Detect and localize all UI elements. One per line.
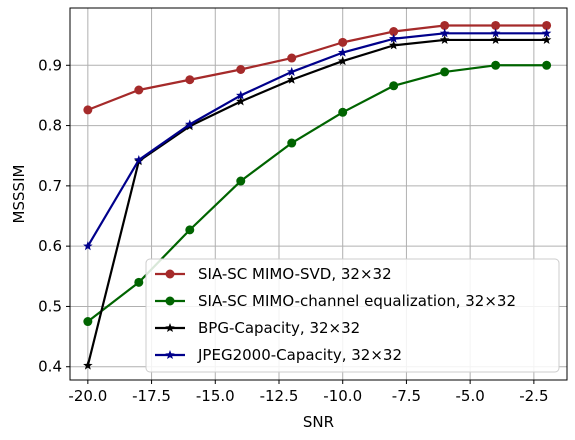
data-point (389, 27, 399, 37)
legend-item: JPEG2000-Capacity, 32×32 (155, 346, 402, 364)
legend-label: SIA-SC MIMO-channel equalization, 32×32 (198, 292, 516, 310)
data-point (542, 60, 552, 70)
x-tick-label: -15.0 (196, 387, 235, 405)
data-point (439, 34, 450, 44)
x-tick-label: -2.5 (519, 387, 548, 405)
data-point (337, 47, 348, 57)
data-point (83, 105, 93, 115)
grid (70, 8, 567, 380)
legend-item: BPG-Capacity, 32×32 (155, 319, 360, 337)
y-tick-label: 0.4 (38, 358, 62, 376)
data-point (236, 64, 246, 74)
data-point (389, 81, 399, 91)
data-point (185, 119, 195, 129)
series-line (87, 64, 547, 323)
data-point (287, 53, 297, 63)
data-point (388, 40, 399, 50)
series-2 (83, 60, 552, 327)
legend-label: SIA-SC MIMO-SVD, 32×32 (198, 265, 392, 283)
data-point (338, 37, 348, 47)
x-tick-label: -5.0 (456, 387, 485, 405)
legend-swatch-marker (165, 323, 175, 333)
data-point (134, 277, 144, 287)
y-tick-label: 0.8 (38, 117, 62, 135)
data-point (338, 107, 348, 117)
data-point (83, 360, 93, 370)
data-point (439, 28, 450, 38)
series-layer (83, 20, 552, 370)
series-4 (83, 28, 552, 251)
legend-item: SIA-SC MIMO-SVD, 32×32 (155, 265, 392, 283)
y-axis-label: MSSSIM (10, 165, 28, 224)
plot-frame (69, 7, 568, 381)
legend-label: BPG-Capacity, 32×32 (198, 319, 360, 337)
data-point (337, 56, 348, 66)
data-point (490, 34, 501, 44)
x-tick-label: -17.5 (132, 387, 171, 405)
data-point (542, 20, 552, 30)
legend-swatch-marker (165, 269, 175, 279)
y-axis: 0.4 0.5 0.6 0.7 0.8 0.9 (38, 56, 70, 376)
data-point (440, 20, 450, 30)
data-point (134, 85, 144, 95)
data-point (236, 96, 246, 106)
legend-swatch-marker (165, 296, 175, 306)
series-line (86, 38, 547, 366)
y-tick-label: 0.9 (38, 56, 62, 74)
x-tick-label: -7.5 (392, 387, 421, 405)
series-line (87, 24, 547, 111)
data-point (83, 241, 93, 251)
series-1 (83, 20, 552, 115)
data-point (134, 154, 144, 164)
x-axis: -20.0 -17.5 -15.0 -12.5 -10.0 -7.5 -5.0 -2.5 (68, 380, 549, 405)
data-point (490, 28, 501, 38)
data-point (83, 317, 93, 327)
x-axis-label: SNR (303, 413, 334, 431)
legend: SIA-SC MIMO-SVD, 32×32 SIA-SC MIMO-channe… (145, 258, 560, 373)
data-point (286, 66, 297, 76)
data-point (541, 34, 552, 44)
y-tick-label: 0.5 (38, 297, 62, 315)
legend-swatch-marker (165, 350, 175, 360)
legend-item: SIA-SC MIMO-channel equalization, 32×32 (155, 292, 516, 310)
legend-box (145, 258, 560, 373)
data-point (541, 28, 552, 38)
data-point (440, 67, 450, 77)
y-tick-label: 0.6 (38, 237, 62, 255)
y-tick-label: 0.7 (38, 177, 62, 195)
data-point (286, 74, 297, 84)
data-point (185, 225, 195, 235)
data-point (491, 60, 501, 70)
data-point (491, 20, 501, 30)
legend-label: JPEG2000-Capacity, 32×32 (197, 346, 402, 364)
x-tick-label: -12.5 (260, 387, 299, 405)
data-point (388, 33, 399, 43)
data-point (287, 138, 297, 148)
data-point (236, 90, 246, 100)
x-tick-label: -10.0 (323, 387, 362, 405)
data-point (185, 75, 195, 85)
data-point (236, 176, 246, 186)
series-line (86, 32, 547, 247)
x-tick-label: -20.0 (68, 387, 107, 405)
